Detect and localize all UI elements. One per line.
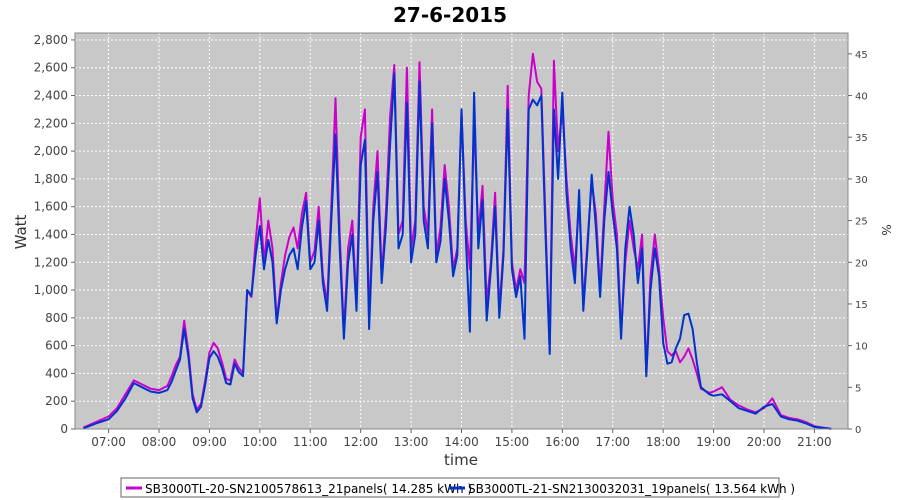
y-axis-right-label: % [879, 224, 893, 235]
x-tick-label: 10:00 [243, 435, 278, 449]
x-tick-label: 20:00 [747, 435, 782, 449]
x-tick-label: 21:00 [797, 435, 832, 449]
y-tick-label: 2,200 [34, 116, 68, 130]
x-tick-label: 15:00 [495, 435, 530, 449]
legend-label-1: SB3000TL-20-SN2100578613_21panels( 14.28… [145, 482, 472, 496]
x-tick-label: 11:00 [293, 435, 328, 449]
series-line-2 [83, 72, 832, 430]
x-tick-label: 17:00 [595, 435, 630, 449]
y-right-tick-label: 10 [855, 342, 868, 353]
x-tick-label: 09:00 [192, 435, 227, 449]
y-tick-label: 800 [45, 311, 68, 325]
chart-title: 27-6-2015 [393, 3, 507, 27]
x-tick-label: 19:00 [696, 435, 731, 449]
y-tick-label: 1,000 [34, 283, 68, 297]
y-tick-label: 2,800 [34, 33, 68, 47]
y-axis-right: 0 5 10 15 20 25 30 35 40 45 [848, 50, 868, 436]
y-tick-label: 200 [45, 394, 68, 408]
y-right-tick-label: 20 [855, 258, 868, 269]
series-line-1 [82, 52, 832, 430]
y-right-tick-label: 30 [855, 175, 868, 186]
y-tick-label: 1,400 [34, 227, 68, 241]
x-axis-label: time [444, 451, 478, 469]
y-right-tick-label: 0 [855, 425, 861, 436]
series-layer [82, 52, 832, 430]
y-tick-label: 2,600 [34, 61, 68, 75]
y-tick-label: 1,200 [34, 255, 68, 269]
y-axis-label: Watt [12, 214, 30, 249]
y-tick-label: 0 [60, 422, 68, 436]
x-tick-label: 07:00 [91, 435, 126, 449]
y-right-tick-label: 35 [855, 133, 868, 144]
y-right-tick-label: 5 [855, 383, 861, 394]
y-right-tick-label: 40 [855, 92, 868, 103]
legend-label-2: SB3000TL-21-SN2130032031_19panels( 13.56… [468, 482, 795, 496]
x-tick-label: 13:00 [394, 435, 429, 449]
x-tick-label: 16:00 [545, 435, 580, 449]
y-tick-label: 2,000 [34, 144, 68, 158]
y-axis-left: 0 200 400 600 800 1,000 1,200 1,400 1,600 1,800 2,… [34, 33, 75, 436]
y-right-tick-label: 25 [855, 217, 868, 228]
y-tick-label: 2,400 [34, 89, 68, 103]
legend: SB3000TL-20-SN2100578613_21panels( 14.28… [120, 477, 795, 498]
y-right-tick-label: 15 [855, 300, 868, 311]
grid [75, 33, 848, 430]
x-tick-label: 18:00 [646, 435, 681, 449]
y-tick-label: 600 [45, 339, 68, 353]
x-tick-label: 14:00 [444, 435, 479, 449]
x-tick-label: 12:00 [343, 435, 378, 449]
x-tick-label: 08:00 [142, 435, 177, 449]
y-tick-label: 1,600 [34, 200, 68, 214]
y-right-tick-label: 45 [855, 50, 868, 61]
y-tick-label: 400 [45, 366, 68, 380]
y-tick-label: 1,800 [34, 172, 68, 186]
x-axis: 07:00 08:00 09:00 10:00 11:00 12:00 13:00 14:00… [91, 429, 832, 449]
